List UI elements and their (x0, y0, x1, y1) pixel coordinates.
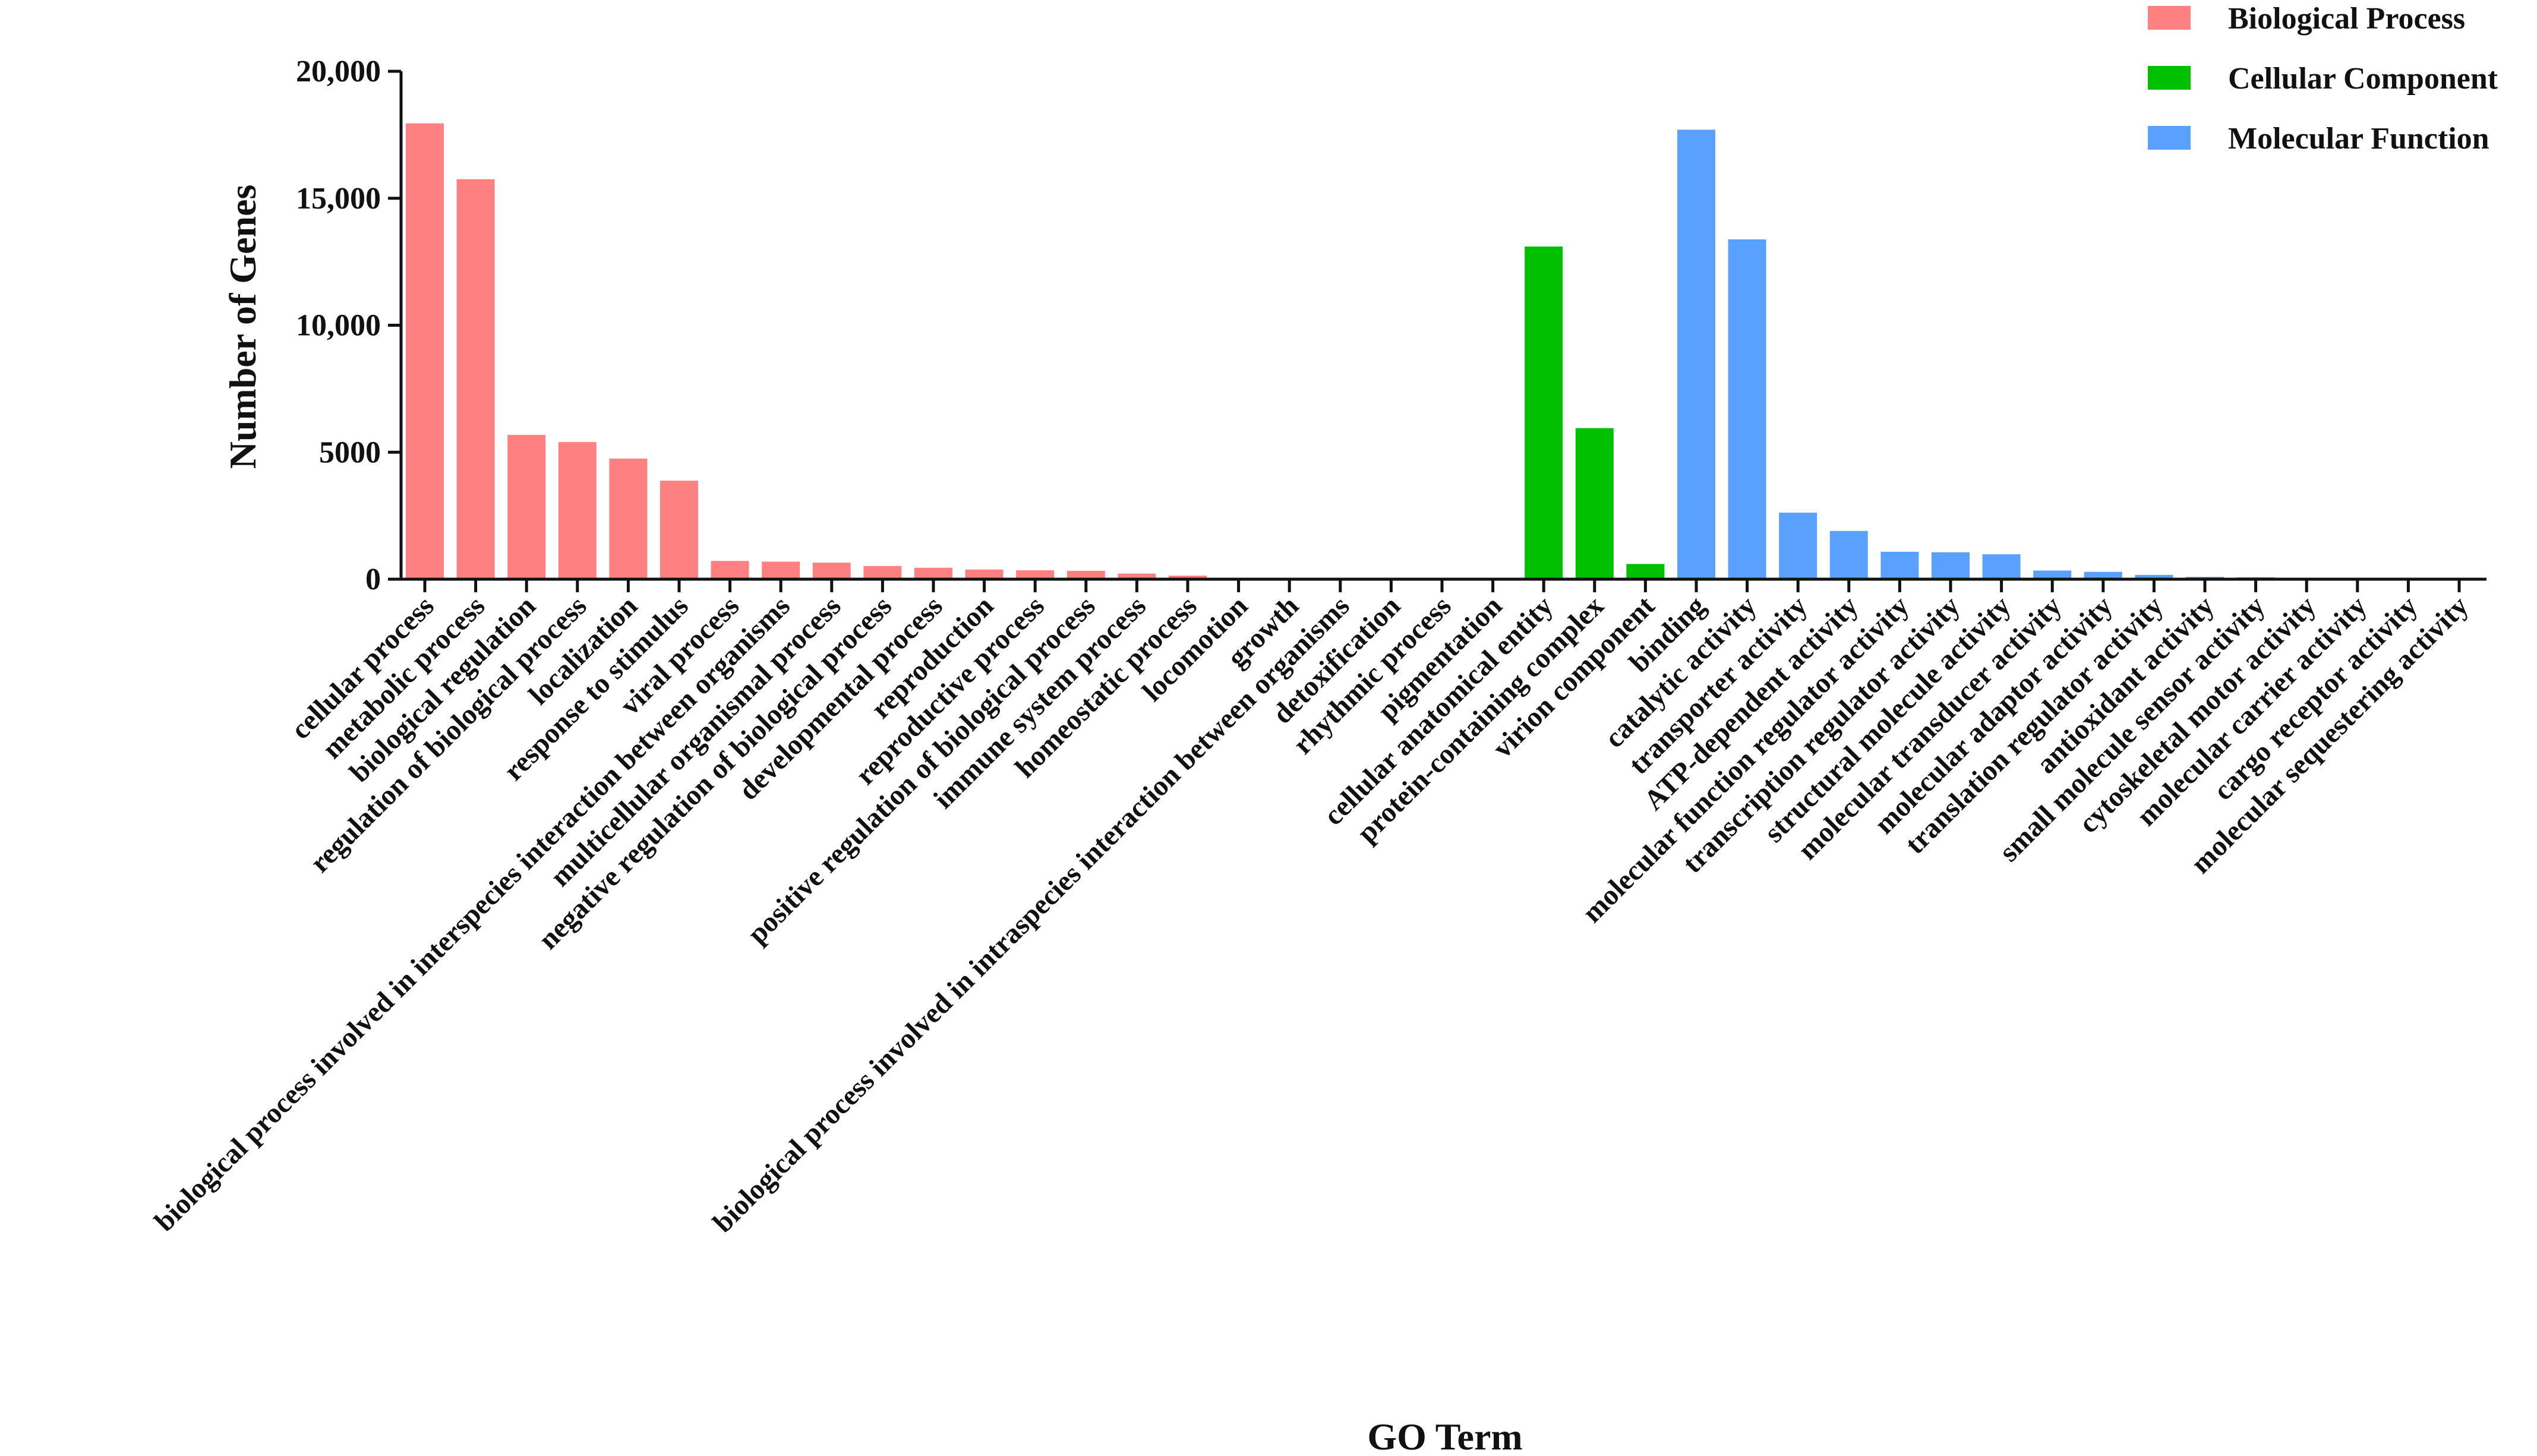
y-ticks: 0 5000 10,000 15,000 20,000 (296, 55, 401, 596)
bar (1575, 428, 1614, 579)
bar (965, 569, 1004, 579)
bar (1932, 552, 1970, 579)
bar (507, 435, 546, 579)
bar (2033, 570, 2072, 579)
bar (660, 481, 698, 579)
bar (1016, 570, 1055, 579)
bar (1677, 130, 1715, 579)
bar (1118, 573, 1156, 579)
plot-area (406, 123, 2478, 580)
bar (1779, 512, 1817, 579)
bar (2084, 571, 2122, 579)
legend-swatch (2148, 6, 2191, 30)
y-tick-label: 0 (365, 563, 381, 596)
legend-swatch (2148, 66, 2191, 90)
bar (1525, 246, 1563, 580)
y-tick-label: 20,000 (296, 55, 381, 89)
bar (762, 561, 800, 579)
x-axis-title: GO Term (1367, 1416, 1522, 1456)
y-tick-label: 5000 (319, 435, 381, 469)
bar (1626, 564, 1665, 579)
y-tick-label: 15,000 (296, 182, 381, 216)
legend: Biological Process Cellular Component Mole… (2148, 2, 2498, 156)
bar (456, 179, 495, 579)
bar (1169, 576, 1207, 579)
bar (711, 561, 749, 579)
bar (914, 567, 952, 579)
y-axis-title: Number of Genes (222, 185, 264, 469)
legend-swatch (2148, 126, 2191, 150)
legend-label: Molecular Function (2228, 122, 2489, 156)
bar (1880, 551, 1919, 579)
bar (863, 566, 902, 579)
bar (1066, 570, 1105, 579)
legend-label: Cellular Component (2228, 62, 2498, 96)
bar (812, 563, 851, 579)
bar (558, 442, 597, 579)
bar (2135, 574, 2173, 579)
y-tick-label: 10,000 (296, 309, 381, 343)
bar (1982, 554, 2021, 579)
bar (1829, 530, 1868, 579)
bar (609, 458, 648, 579)
bar (1728, 239, 1766, 579)
bar (406, 123, 444, 579)
legend-label: Biological Process (2228, 2, 2465, 36)
x-tick-label: biological process involved in interspec… (149, 590, 796, 1237)
